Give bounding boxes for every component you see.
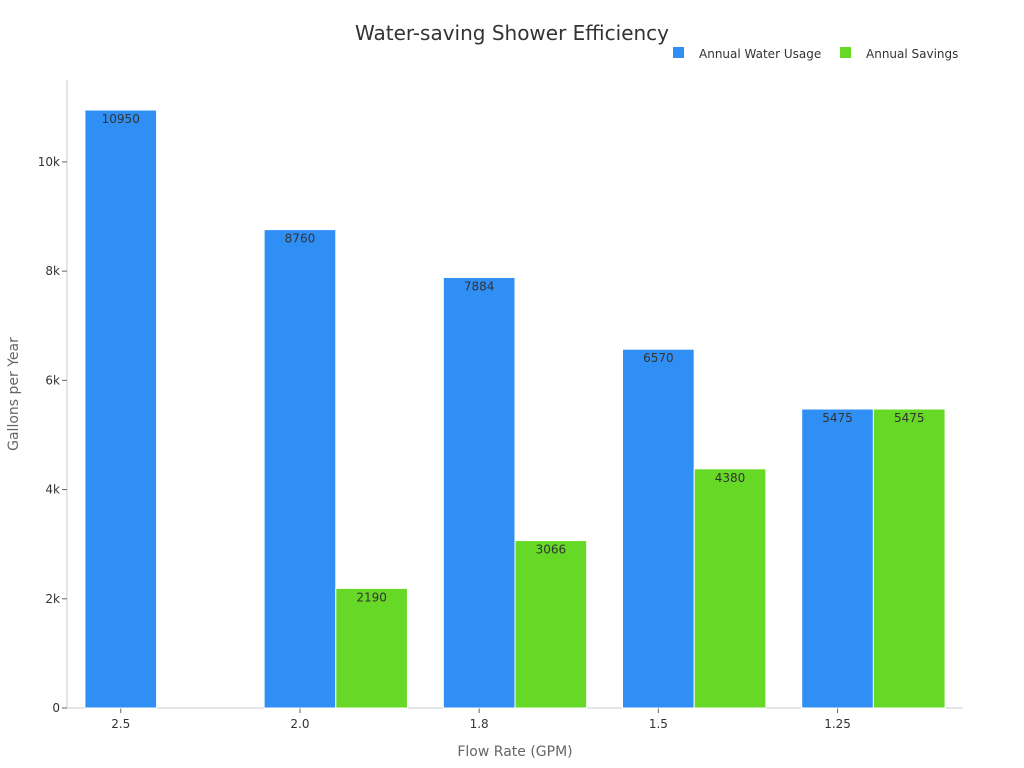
x-tick-label: 2.5 [111,717,130,731]
legend: Annual Water Usage Annual Savings [673,47,958,61]
legend-label: Annual Savings [866,47,958,61]
bars [84,109,946,709]
x-tick-label: 1.25 [824,717,851,731]
legend-swatch [840,47,851,58]
y-tick-label: 0 [52,701,60,715]
bar-savings [514,540,588,709]
bar-usage [622,348,695,709]
bar-usage [263,229,337,709]
data-label: 5475 [822,411,853,425]
data-label: 8760 [285,232,316,246]
y-axis-title: Gallons per Year [6,337,22,451]
bar-savings [335,587,408,709]
bar-savings [693,468,767,709]
bar-usage [801,408,874,709]
x-axis-ticks: 2.5 2.0 1.8 1.5 1.25 [111,708,851,731]
data-label: 6570 [643,351,674,365]
y-axis-ticks: 0 2k 4k 6k 8k 10k [38,155,67,715]
data-labels: 10950 8760 2190 7884 3066 6570 4380 5475 5475 [102,112,925,604]
data-label: 5475 [894,411,925,425]
y-tick-label: 8k [45,264,60,278]
bar-savings [872,408,946,709]
bar-usage [442,276,516,709]
data-label: 3066 [536,543,567,557]
chart-title: Water-saving Shower Efficiency [355,21,669,45]
y-tick-label: 6k [45,373,60,387]
legend-label: Annual Water Usage [699,47,821,61]
bar-usage [84,109,158,709]
data-label: 7884 [464,279,495,293]
legend-swatch [673,47,684,58]
x-tick-label: 2.0 [290,717,309,731]
data-label: 2190 [356,590,387,604]
data-label: 10950 [102,112,140,126]
data-label: 4380 [715,471,746,485]
y-tick-label: 10k [38,155,60,169]
y-tick-label: 2k [45,592,60,606]
x-tick-label: 1.8 [470,717,489,731]
x-tick-label: 1.5 [649,717,668,731]
y-tick-label: 4k [45,483,60,497]
x-axis-title: Flow Rate (GPM) [457,744,572,760]
